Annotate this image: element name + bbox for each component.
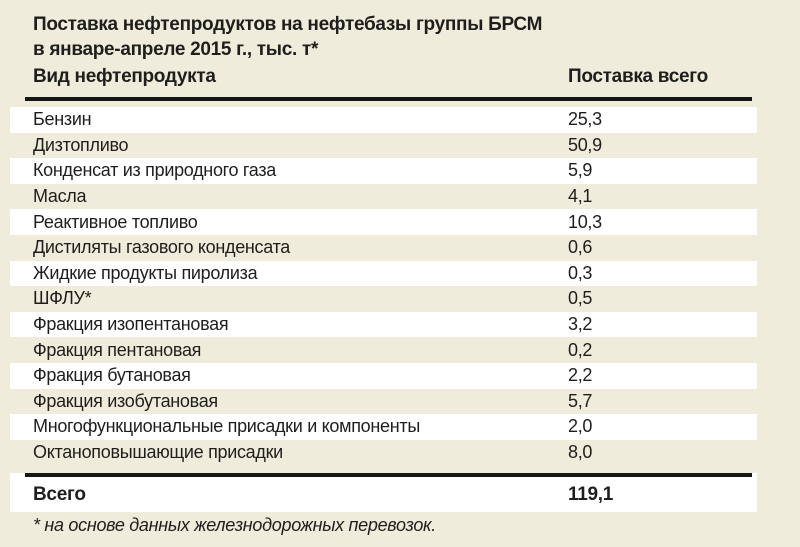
data-rows: Бензин 25,3 Дизтопливо 50,9 Конденсат из при…	[10, 107, 757, 465]
product-value: 5,7	[568, 390, 593, 411]
table-row: Фракция пентановая 0,2	[10, 337, 757, 363]
table-row: Бензин 25,3	[10, 107, 757, 133]
product-value: 2,0	[568, 416, 593, 437]
table-row: Дистиляты газового конденсата 0,6	[10, 235, 757, 261]
table-row: Фракция изопентановая 3,2	[10, 311, 757, 338]
product-value: 0,2	[568, 339, 593, 360]
column-header-product: Вид нефтепродукта	[33, 66, 216, 87]
table-row: Октаноповышающие присадки 8,0	[10, 440, 757, 466]
product-name: Конденсат из природного газа	[33, 160, 276, 181]
product-value: 2,2	[568, 365, 593, 386]
report-title-line2: в январе-апреле 2015 г., тыс. т*	[33, 39, 319, 60]
product-name: Реактивное топливо	[33, 211, 198, 232]
footnote: * на основе данных железнодорожных перев…	[33, 515, 436, 535]
product-name: Фракция бутановая	[33, 365, 191, 386]
product-value: 3,2	[568, 314, 593, 335]
total-value: 119,1	[568, 484, 613, 505]
table-row: Фракция изобутановая 5,7	[10, 389, 757, 415]
report-title: Поставка нефтепродуктов на нефтебазы гру…	[33, 12, 542, 62]
table-row: Конденсат из природного газа 5,9	[10, 158, 757, 184]
table-row: Фракция бутановая 2,2	[10, 362, 757, 389]
product-value: 8,0	[568, 442, 593, 463]
product-name: Жидкие продукты пиролиза	[33, 262, 258, 283]
table-row: Дизтопливо 50,9	[10, 133, 757, 159]
total-row: Всего 119,1	[10, 473, 757, 512]
product-name: Фракция изобутановая	[33, 390, 218, 411]
product-name: Фракция пентановая	[33, 339, 202, 360]
product-value: 10,3	[568, 211, 602, 232]
product-value: 5,9	[568, 160, 593, 181]
product-name: Бензин	[33, 109, 92, 130]
total-rule	[25, 473, 752, 477]
product-name: Многофункциональные присадки и компонент…	[33, 416, 420, 437]
product-name: Масла	[33, 186, 87, 207]
product-name: Дизтопливо	[33, 134, 129, 155]
report-title-line1: Поставка нефтепродуктов на нефтебазы гру…	[33, 14, 543, 35]
product-value: 0,6	[568, 237, 593, 258]
header-rule	[25, 97, 752, 101]
product-value: 50,9	[568, 134, 602, 155]
table-row: Многофункциональные присадки и компонент…	[10, 414, 757, 440]
total-label: Всего	[33, 484, 86, 505]
product-value: 0,5	[568, 288, 593, 309]
table-row: ШФЛУ* 0,5	[10, 286, 757, 312]
product-name: ШФЛУ*	[33, 288, 92, 309]
product-name: Дистиляты газового конденсата	[33, 237, 291, 258]
column-header-total: Поставка всего	[568, 66, 708, 87]
product-value: 4,1	[568, 186, 593, 207]
product-value: 25,3	[568, 109, 602, 130]
table-row: Масла 4,1	[10, 184, 757, 210]
table-row: Реактивное топливо 10,3	[10, 209, 757, 235]
product-name: Октаноповышающие присадки	[33, 442, 283, 463]
product-value: 0,3	[568, 262, 593, 283]
table-row: Жидкие продукты пиролиза 0,3	[10, 260, 757, 287]
product-name: Фракция изопентановая	[33, 314, 229, 335]
